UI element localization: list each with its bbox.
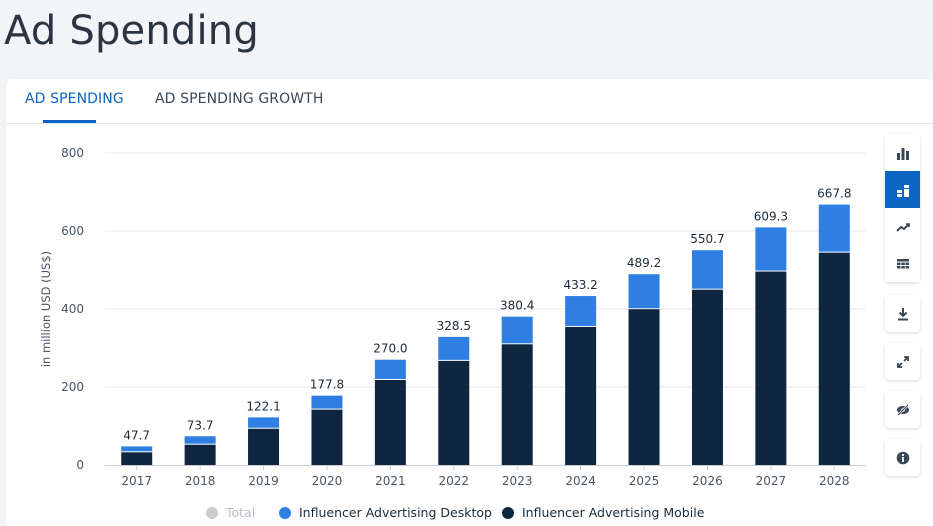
bar-desktop-2020	[311, 395, 343, 409]
download-icon	[897, 307, 908, 320]
y-tick-label: 400	[61, 302, 84, 316]
bar-mobile-2028	[818, 252, 850, 465]
y-tick-label: 200	[61, 380, 84, 394]
total-label-2019: 122.1	[246, 399, 280, 413]
bar-mobile-2022	[438, 360, 470, 465]
total-label-2023: 380.4	[500, 299, 534, 313]
x-tick-label-2019: 2019	[248, 474, 279, 488]
x-tick-label-2027: 2027	[756, 474, 787, 488]
x-tick-label-2021: 2021	[375, 474, 406, 488]
expand-icon	[896, 355, 909, 368]
x-tick-label-2018: 2018	[185, 474, 216, 488]
bar-mobile-2025	[628, 309, 660, 465]
total-label-2026: 550.7	[690, 232, 724, 246]
bar-mobile-2023	[501, 344, 533, 465]
legend-label-mobile: Influencer Advertising Mobile	[522, 505, 705, 520]
bar-chart-icon	[896, 147, 909, 160]
y-axis-label: in million USD (US$)	[39, 251, 53, 367]
total-label-2027: 609.3	[754, 209, 788, 223]
tab-bar: AD SPENDING AD SPENDING GROWTH	[6, 79, 933, 124]
stacked-bar-chart: 0 200 400 600 800 in million USD (US$) 2017 47.…	[39, 146, 866, 488]
bar-desktop-2028	[818, 204, 850, 252]
info-button[interactable]	[885, 439, 920, 476]
x-tick-label-2017: 2017	[121, 474, 152, 488]
bar-desktop-2022	[438, 336, 470, 360]
bar-mobile-2017	[121, 452, 153, 465]
bar-desktop-2019	[248, 417, 280, 428]
table-button[interactable]	[885, 245, 920, 282]
x-tick-label-2026: 2026	[692, 474, 723, 488]
total-label-2020: 177.8	[310, 378, 344, 392]
x-tick-label-2024: 2024	[565, 474, 596, 488]
y-tick-label: 0	[76, 458, 84, 472]
bar-desktop-2018	[184, 436, 216, 444]
total-label-2025: 489.2	[627, 256, 661, 270]
bar-desktop-2024	[565, 296, 597, 326]
bar-desktop-2026	[691, 250, 723, 289]
hide-icon	[896, 403, 909, 416]
tab-ad-spending-growth[interactable]: AD SPENDING GROWTH	[155, 91, 324, 107]
y-tick-label: 800	[61, 146, 84, 160]
legend-dot-desktop	[279, 506, 291, 519]
legend-label-total: Total	[226, 505, 256, 520]
total-label-2024: 433.2	[563, 278, 597, 292]
x-tick-label-2025: 2025	[629, 474, 660, 488]
bar-desktop-2023	[501, 316, 533, 344]
total-label-2021: 270.0	[373, 342, 407, 356]
page-title: Ad Spending	[4, 8, 259, 54]
x-tick-label-2028: 2028	[819, 474, 850, 488]
bar-desktop-2025	[628, 274, 660, 309]
bar-mobile-2018	[184, 444, 216, 465]
expand-button[interactable]	[885, 343, 920, 380]
legend-label-desktop: Influencer Advertising Desktop	[299, 505, 492, 520]
bar-desktop-2027	[755, 227, 787, 271]
line-chart-icon	[895, 222, 910, 232]
download-button[interactable]	[885, 295, 920, 332]
x-tick-label-2023: 2023	[502, 474, 533, 488]
line-chart-button[interactable]	[885, 208, 920, 245]
total-label-2028: 667.8	[817, 187, 851, 201]
bar-mobile-2026	[691, 289, 723, 465]
chart-type-group	[885, 134, 920, 282]
legend-dot-total	[206, 506, 218, 519]
tab-ad-spending[interactable]: AD SPENDING	[25, 91, 124, 107]
legend-item-mobile[interactable]: Influencer Advertising Mobile	[502, 505, 704, 520]
total-label-2022: 328.5	[437, 319, 471, 333]
x-tick-label-2020: 2020	[312, 474, 343, 488]
legend-item-total[interactable]: Total	[206, 505, 255, 520]
total-label-2017: 47.7	[123, 428, 150, 442]
legend-item-desktop[interactable]: Influencer Advertising Desktop	[279, 505, 492, 520]
bar-mobile-2021	[374, 379, 406, 465]
bar-desktop-2021	[374, 359, 406, 379]
bar-mobile-2019	[248, 428, 280, 465]
bar-mobile-2027	[755, 271, 787, 465]
bar-desktop-2017	[121, 446, 153, 452]
bar-mobile-2020	[311, 409, 343, 465]
stacked-bar-icon	[896, 184, 909, 197]
table-icon	[896, 258, 909, 268]
y-tick-label: 600	[61, 224, 84, 238]
chart-card: AD SPENDING AD SPENDING GROWTH 0 200 400 60…	[6, 79, 933, 526]
bar-mobile-2024	[565, 326, 597, 465]
chart-legend: Total Influencer Advertising Desktop Inf…	[6, 505, 933, 525]
x-tick-label-2022: 2022	[439, 474, 470, 488]
bar-chart-button[interactable]	[885, 134, 920, 171]
info-icon	[896, 451, 909, 464]
hide-button[interactable]	[885, 391, 920, 428]
total-label-2018: 73.7	[187, 418, 214, 432]
active-tab-indicator	[43, 120, 96, 123]
legend-dot-mobile	[502, 506, 514, 519]
stacked-bar-button[interactable]	[885, 171, 920, 208]
